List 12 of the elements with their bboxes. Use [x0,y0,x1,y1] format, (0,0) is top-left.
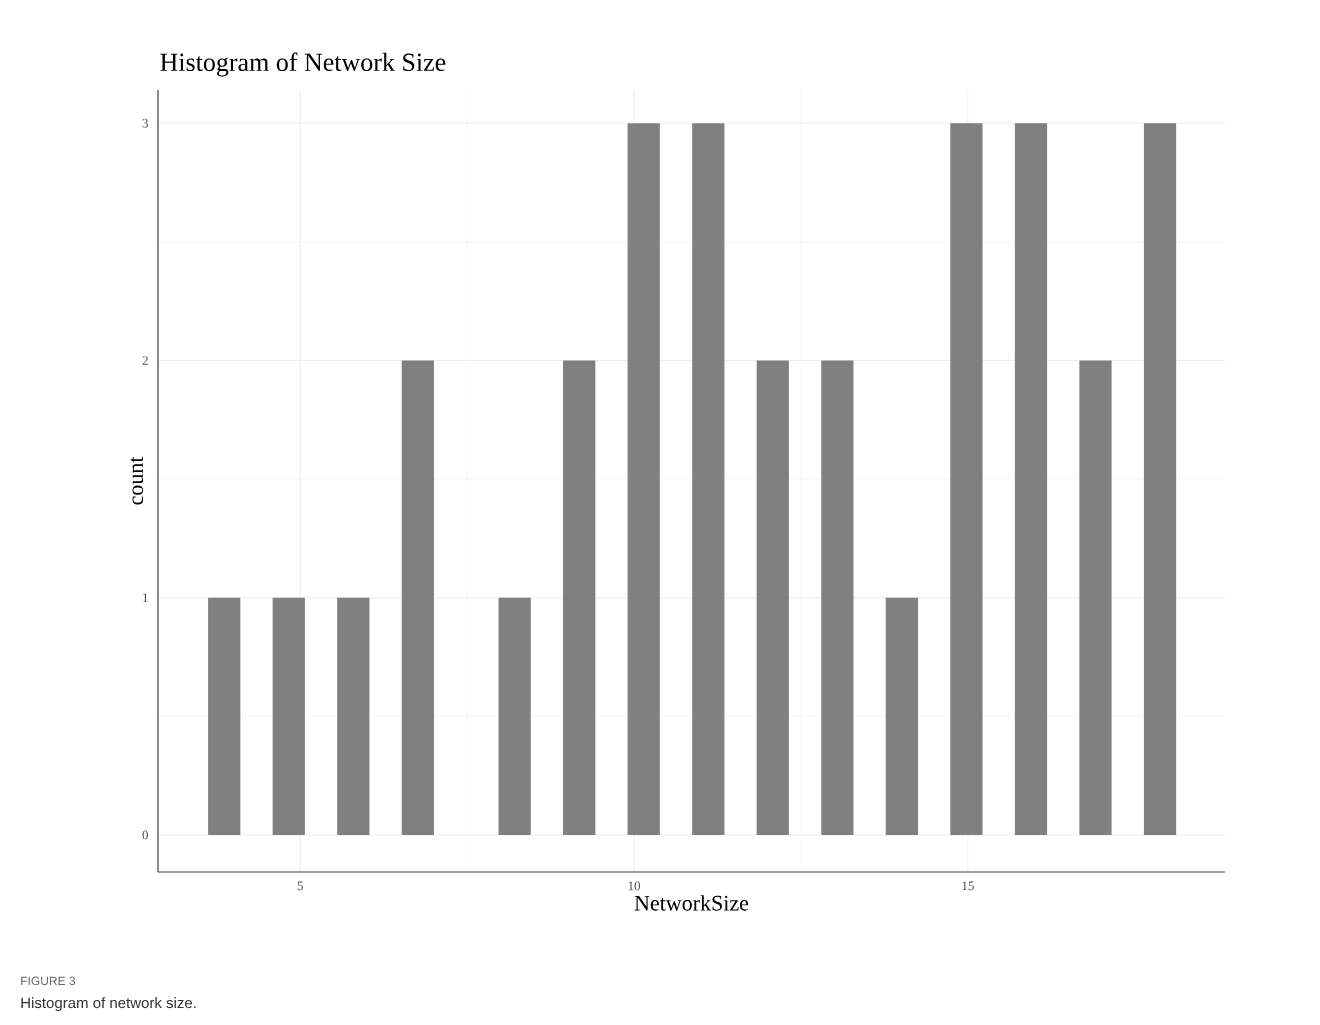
x-tick-label: 5 [297,881,303,891]
y-tick-label: 3 [142,118,148,128]
chart-title: Histogram of Network Size [160,52,446,77]
caption: FIGURE 3 [21,976,76,986]
y-tick-label: 0 [142,830,148,840]
x-axis-title: NetworkSize [634,895,749,911]
y-axis-title: count [130,456,144,505]
x-tick-label: 15 [962,881,974,891]
x-tick-label: 10 [628,881,641,891]
y-tick-label: 1 [143,593,148,603]
text: Histogram of network size. [21,997,196,1012]
y-tick-label: 2 [142,356,148,365]
